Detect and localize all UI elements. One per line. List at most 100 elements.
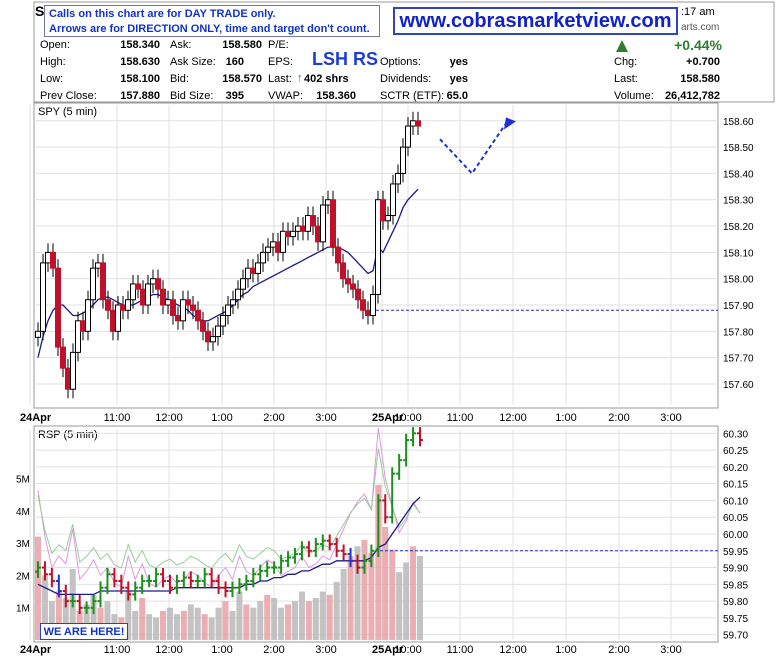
y-tick-label: 157.70 [723,354,754,365]
up-triangle-icon [616,40,628,52]
dividends-label: Dividends: [380,73,432,85]
candle-down [190,304,196,311]
candle-up [180,299,186,322]
low-label: Low: [40,73,64,85]
candle-up [225,304,231,317]
volume-bar [180,610,187,640]
bid-label: Bid: [170,73,189,85]
volume-bar [132,610,139,640]
volume-bar [340,568,347,640]
candle-down [315,225,321,243]
x-tick-label: 25Apr [372,644,404,656]
last-value: 158.580 [680,73,720,85]
x-tick-label: 2:00 [263,412,284,424]
volume-bar [222,601,229,640]
volume-bar [187,604,194,640]
volume-tick-label: 2M [16,571,30,582]
volume-tick-label: 1M [16,604,30,615]
dividends-value: yes [449,73,468,85]
y-tick-label: 60.10 [723,496,748,507]
prev-close-value: 157.880 [120,90,160,102]
x-tick-label: 12:00 [155,644,183,656]
chg-label: Chg: [614,56,638,68]
candle-down [60,346,66,369]
y-tick-label: 60.20 [723,463,748,474]
volume-bar [396,572,403,640]
candle-down [275,241,281,253]
high-label: High: [40,56,66,68]
candle-down [80,320,86,332]
candle-down [140,288,146,306]
candle-up [405,125,411,148]
volume-bar [160,610,167,640]
y-tick-label: 158.30 [723,196,754,207]
eps-label: EPS: [268,56,294,68]
x-tick-label: 3:00 [660,644,681,656]
low-value: 158.100 [120,73,160,85]
x-tick-label: 1:00 [211,644,232,656]
candle-up [220,315,226,327]
projection-arrowhead-icon [504,117,516,130]
candle-down [380,199,386,222]
last-label: Last: [614,73,638,85]
sctr-value: 65.0 [446,90,468,102]
site-url-banner[interactable]: www.cobrasmarketview.com [393,7,678,35]
timestamp: :17 am [681,6,715,18]
x-tick-label: 10:00 [394,644,422,656]
candle-up [370,293,376,317]
x-tick-label: 25Apr [372,412,404,424]
candle-up [45,251,51,264]
candle-down [55,267,61,348]
last-trade-size: 402 shrs [304,73,349,85]
volume-bar [368,552,375,640]
x-tick-label: 11:00 [104,412,131,424]
volume-bar [285,604,292,640]
candle-up [85,299,91,332]
candle-up [150,278,156,285]
y-tick-label: 157.80 [723,327,754,338]
volume-bar [257,601,264,640]
candle-down [330,199,336,248]
candle-up [400,146,406,174]
volume-bar [347,556,354,640]
callout-line-1: Calls on this chart are for DAY TRADE on… [49,8,276,20]
x-tick-label: 11:00 [104,644,131,656]
candle-down [360,299,366,311]
candle-up [395,172,401,185]
vwap-label: VWAP: [268,90,304,102]
volume-bar [333,581,340,640]
last-trade-label: Last: [268,73,292,85]
volume-value: 26,412,782 [664,90,720,102]
candle-up [390,183,396,217]
volume-bar [208,617,215,640]
candle-down [120,304,126,311]
volume-bar [48,601,55,640]
volume-bar [125,591,132,640]
volume-bar [298,591,305,640]
volume-bar [354,546,361,640]
ask-label: Ask: [170,39,192,51]
y-tick-label: 157.90 [723,301,754,312]
candle-down [160,288,166,306]
volume-bar [243,604,250,640]
overlay-line-green [37,448,421,569]
volume-bar [104,601,111,640]
spy-panel-title: SPY (5 min) [38,106,97,118]
y-tick-label: 60.15 [723,480,748,491]
x-tick-label: 24Apr [20,644,52,656]
volume-bar [236,591,243,640]
candle-up [305,215,311,232]
volume-bar [90,594,97,640]
candle-up [40,262,46,332]
candle-up [255,262,261,274]
chg-value: +0.700 [686,56,720,68]
volume-bar [312,598,319,640]
volume-tick-label: 5M [16,474,30,485]
candle-up [125,299,131,311]
candle-down [365,309,371,317]
y-tick-label: 60.25 [723,446,748,457]
candle-up [90,267,96,301]
candle-down [50,251,56,269]
candle-up [240,278,246,290]
x-tick-label: 3:00 [660,412,681,424]
